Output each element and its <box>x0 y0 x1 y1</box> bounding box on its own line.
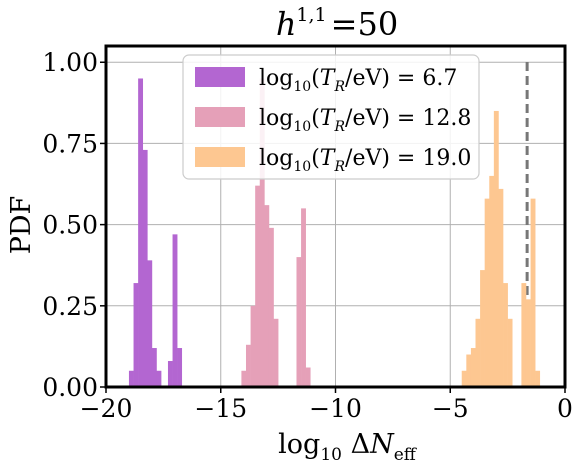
series-1-bar-3 <box>255 185 261 387</box>
series-2-bar-10 <box>507 318 513 387</box>
series-1-bar-5 <box>264 205 270 387</box>
series-1-bar-9 <box>301 208 306 387</box>
series-0-bar-9 <box>177 348 183 387</box>
series-1-bar-0 <box>241 370 247 387</box>
xlabel-delta: Δ <box>342 429 370 460</box>
series-1-bar-8 <box>296 257 302 387</box>
y-axis-label: PDF <box>6 196 37 255</box>
chart-title: h1,1 =50 <box>276 4 398 43</box>
legend-items: log10(TR/eV) = 6.7 log10(TR/eV) = 12.8 log… <box>195 66 471 175</box>
series-0-bar-4 <box>147 260 153 387</box>
series-1-bar-10 <box>305 367 311 387</box>
series-2-bar-11 <box>521 283 527 387</box>
legend-label-0: log10(TR/eV) = 6.7 <box>259 66 457 95</box>
xlabel-log-base: 10 <box>320 445 342 465</box>
legend: log10(TR/eV) = 6.7 log10(TR/eV) = 12.8 log… <box>182 54 480 180</box>
xlabel-variable: N <box>369 429 395 460</box>
series-2-bar-0 <box>461 370 467 387</box>
title-base: h <box>276 5 297 43</box>
y-tick-label-2: 0.50 <box>42 211 98 240</box>
series-0-bar-6 <box>156 370 162 387</box>
series-2-bar-5 <box>484 198 490 387</box>
series-2-bar-2 <box>470 348 476 387</box>
legend-swatch-2 <box>195 147 245 167</box>
y-tick-label-0: 0.00 <box>42 373 98 402</box>
legend-label-2: log10(TR/eV) = 19.0 <box>259 146 471 175</box>
xlabel-subscript: eff <box>394 445 418 465</box>
x-tick-label-1: −15 <box>194 394 247 423</box>
series-2-bar-7 <box>493 110 499 387</box>
axis-ticks: −20 −15 −10 −5 0 0.00 0.25 0.50 0.75 1.00 <box>42 48 573 423</box>
series-0-bar-8 <box>172 234 178 387</box>
series-1-bar-1 <box>245 344 251 387</box>
title-rest: =50 <box>331 5 399 43</box>
series-2-bar-9 <box>503 283 508 387</box>
series-2-bar-8 <box>498 188 504 387</box>
x-tick-label-3: −5 <box>432 394 469 423</box>
series-2-bar-14 <box>535 370 541 387</box>
x-tick-label-4: 0 <box>557 394 573 423</box>
series-1-bar-2 <box>250 305 256 387</box>
series-0-bar-0 <box>128 370 134 387</box>
x-axis-label: log10 ΔNeff <box>278 429 418 465</box>
series-2-bar-13 <box>530 198 536 387</box>
histogram-bars <box>128 78 541 387</box>
legend-swatch-0 <box>195 67 245 87</box>
series-1-bar-7 <box>273 318 279 387</box>
title-superscript: 1,1 <box>296 4 326 26</box>
y-tick-label-3: 0.75 <box>42 129 98 158</box>
legend-box <box>182 54 480 180</box>
legend-swatch-1 <box>195 107 245 127</box>
series-1-bar-6 <box>268 227 274 387</box>
series-1-bar-4 <box>259 78 265 387</box>
series-0-bar-1 <box>133 283 139 387</box>
y-tick-label-1: 0.25 <box>42 292 98 321</box>
series-2-bar-6 <box>489 175 495 387</box>
legend-label-1: log10(TR/eV) = 12.8 <box>259 106 471 135</box>
xlabel-log: log <box>278 429 320 460</box>
series-2-bar-4 <box>480 270 485 387</box>
x-tick-label-0: −20 <box>80 394 133 423</box>
series-0-bar-5 <box>151 348 157 387</box>
series-0-bar-2 <box>138 78 144 387</box>
series-2-bar-3 <box>475 318 481 387</box>
x-tick-label-2: −10 <box>309 394 362 423</box>
series-2-bar-1 <box>466 354 472 387</box>
series-0-bar-3 <box>142 149 148 387</box>
series-2-bar-12 <box>525 299 531 387</box>
y-tick-label-4: 1.00 <box>42 48 98 77</box>
series-0-bar-7 <box>167 361 173 387</box>
